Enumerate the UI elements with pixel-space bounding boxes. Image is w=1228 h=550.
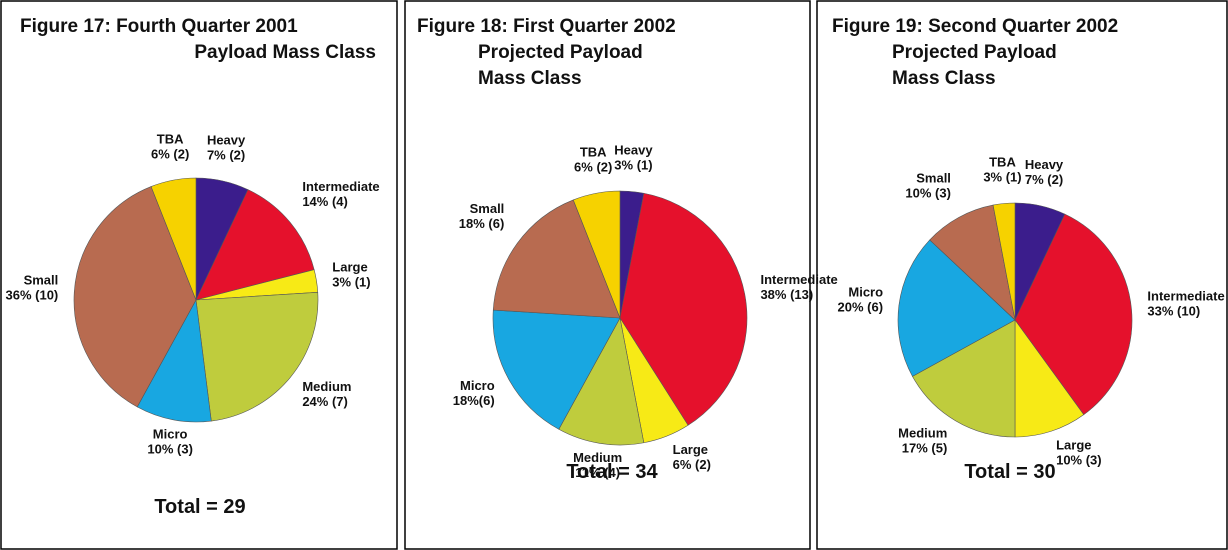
slice-label: Heavy xyxy=(207,132,246,147)
pie-slice xyxy=(136,299,212,423)
pie-slice xyxy=(897,239,1016,377)
slice-value-label: 6% (2) xyxy=(151,146,189,161)
total-annotation: Total = 30 xyxy=(964,461,1055,483)
pie-slice xyxy=(195,189,315,301)
slice-label: Intermediate xyxy=(1147,288,1224,303)
slice-label: Micro xyxy=(153,427,188,442)
slice-value-label: 17% (5) xyxy=(902,440,948,455)
pie-slice xyxy=(1014,319,1085,438)
slice-label: Small xyxy=(24,272,59,287)
slice-value-label: 3% (1) xyxy=(983,170,1021,185)
pie-slice xyxy=(492,199,621,319)
chart-title: Mass Class xyxy=(892,68,996,89)
slice-label: Large xyxy=(332,259,367,274)
slice-value-label: 18%(6) xyxy=(453,393,495,408)
slice-label: Intermediate xyxy=(302,179,379,194)
slice-value-label: 10% (3) xyxy=(147,442,193,457)
slice-label: TBA xyxy=(580,145,607,160)
slice-label: Large xyxy=(1056,437,1091,452)
pie-slice xyxy=(929,204,1016,321)
pie-slice xyxy=(558,317,645,446)
slice-label: Large xyxy=(673,442,708,457)
total-annotation: Total = 29 xyxy=(154,496,245,518)
chart-title: Projected Payload xyxy=(478,42,643,63)
slice-label: Small xyxy=(916,170,951,185)
slice-value-label: 3% (1) xyxy=(614,158,652,173)
slice-label: Heavy xyxy=(614,143,653,158)
slice-label: TBA xyxy=(989,155,1016,170)
pie-slice xyxy=(150,177,197,301)
slice-value-label: 18% (6) xyxy=(459,216,505,231)
chart-title: Projected Payload xyxy=(892,42,1057,63)
chart-title: Payload Mass Class xyxy=(194,42,376,63)
slice-value-label: 7% (2) xyxy=(207,147,245,162)
slice-value-label: 36% (10) xyxy=(6,287,59,302)
slice-label: Small xyxy=(470,201,505,216)
slice-label: Micro xyxy=(460,378,495,393)
slice-value-label: 33% (10) xyxy=(1147,303,1200,318)
slice-value-label: 38% (13) xyxy=(760,287,813,302)
pie-slice xyxy=(1014,213,1133,416)
slice-value-label: 10% (3) xyxy=(1056,452,1102,467)
slice-value-label: 6% (2) xyxy=(673,457,711,472)
slice-label: Medium xyxy=(573,450,622,465)
pie-slice xyxy=(492,309,621,430)
panel xyxy=(816,0,1228,550)
slice-value-label: 10% (3) xyxy=(905,185,951,200)
chart-title: Figure 17: Fourth Quarter 2001 xyxy=(20,16,298,37)
chart-title: Figure 19: Second Quarter 2002 xyxy=(832,16,1118,37)
slice-value-label: 24% (7) xyxy=(302,394,348,409)
pie-slice xyxy=(912,319,1016,438)
slice-label: TBA xyxy=(157,131,184,146)
slice-label: Intermediate xyxy=(760,272,837,287)
slice-value-label: 7% (2) xyxy=(1025,172,1063,187)
slice-label: Medium xyxy=(898,425,947,440)
slice-label: Heavy xyxy=(1025,157,1064,172)
slice-label: Micro xyxy=(848,284,883,299)
slice-value-label: 14% (4) xyxy=(302,194,348,209)
slice-label: Medium xyxy=(302,379,351,394)
pie-slice xyxy=(73,186,197,408)
chart-title: Mass Class xyxy=(478,68,582,89)
pie-slice xyxy=(195,292,319,422)
slice-value-label: 6% (2) xyxy=(574,160,612,175)
pie-slice xyxy=(992,202,1016,321)
total-annotation: Total = 34 xyxy=(566,461,658,483)
chart-title: Figure 18: First Quarter 2002 xyxy=(417,16,676,37)
pie-slice xyxy=(619,192,748,426)
slice-value-label: 11% (4) xyxy=(575,465,620,480)
slice-value-label: 3% (1) xyxy=(332,274,370,289)
slice-value-label: 20% (6) xyxy=(838,299,884,314)
panel xyxy=(404,0,811,550)
panel xyxy=(0,0,398,550)
pie-slice xyxy=(572,190,621,319)
